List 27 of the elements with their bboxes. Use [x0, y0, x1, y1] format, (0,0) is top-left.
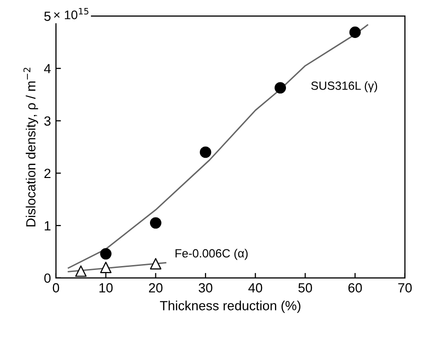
point: [100, 248, 112, 260]
y-tick-label: 5: [44, 12, 51, 21]
y-tick-label: 1: [44, 221, 50, 230]
point: [75, 265, 87, 277]
point: [100, 262, 112, 274]
x-tick-label: 40: [248, 283, 262, 292]
x-axis-title: Thickness reduction (%): [160, 300, 300, 313]
x-tick-label: 10: [99, 283, 113, 292]
x-tick-label: 70: [398, 283, 412, 292]
y-tick-label: 3: [44, 116, 51, 126]
point: [349, 26, 361, 38]
x-tick-label: 20: [148, 283, 162, 292]
point: [274, 82, 286, 94]
point: [150, 258, 162, 270]
y-tick-label: 0: [44, 273, 51, 283]
x-tick-label: 30: [198, 283, 212, 292]
y-axis-title: Dislocation density, ρ / m$^{−2}$: [23, 68, 38, 226]
annotation: × 10$^{15}$: [54, 8, 88, 20]
x-tick-label: 60: [348, 283, 362, 292]
y-tick-label: 2: [44, 168, 50, 178]
annotation: SUS316L (γ): [311, 81, 378, 92]
x-tick-label: 0: [52, 283, 60, 292]
x-tick-label: 50: [298, 283, 312, 292]
point: [150, 217, 162, 229]
annotation: Fe-0.006C (α): [176, 248, 248, 260]
y-tick-label: 4: [44, 64, 51, 74]
point: [200, 146, 212, 158]
